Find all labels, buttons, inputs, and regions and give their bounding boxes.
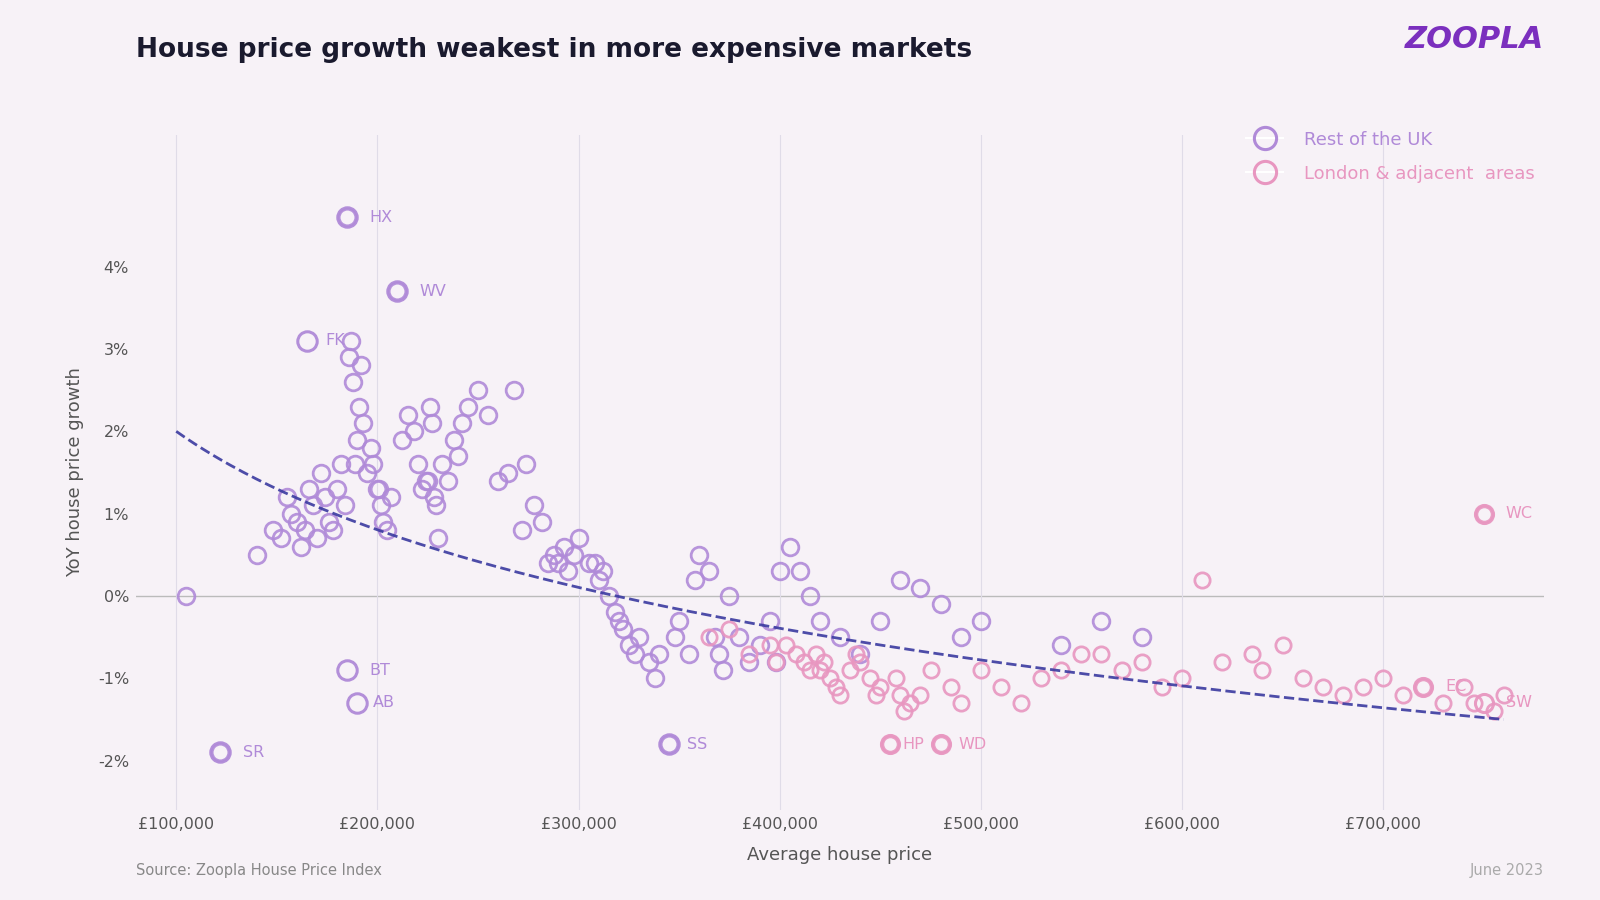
- Text: BT: BT: [370, 662, 390, 678]
- Legend: Rest of the UK, London & adjacent  areas: Rest of the UK, London & adjacent areas: [1246, 130, 1534, 183]
- Text: WD: WD: [958, 736, 987, 752]
- Text: EC: EC: [1445, 679, 1467, 694]
- X-axis label: Average house price: Average house price: [747, 846, 933, 864]
- Text: House price growth weakest in more expensive markets: House price growth weakest in more expen…: [136, 37, 973, 63]
- Text: June 2023: June 2023: [1470, 862, 1544, 878]
- Y-axis label: YoY house price growth: YoY house price growth: [66, 367, 83, 578]
- Text: WV: WV: [419, 284, 446, 299]
- Text: SS: SS: [686, 736, 707, 752]
- Text: WC: WC: [1506, 506, 1533, 521]
- Text: ZOOPLA: ZOOPLA: [1405, 25, 1544, 54]
- Text: HP: HP: [902, 736, 925, 752]
- Text: SR: SR: [243, 745, 264, 760]
- Text: AB: AB: [373, 696, 395, 710]
- Text: FK: FK: [325, 333, 346, 348]
- Text: Source: Zoopla House Price Index: Source: Zoopla House Price Index: [136, 862, 382, 878]
- Text: HX: HX: [370, 210, 392, 225]
- Text: SW: SW: [1506, 696, 1531, 710]
